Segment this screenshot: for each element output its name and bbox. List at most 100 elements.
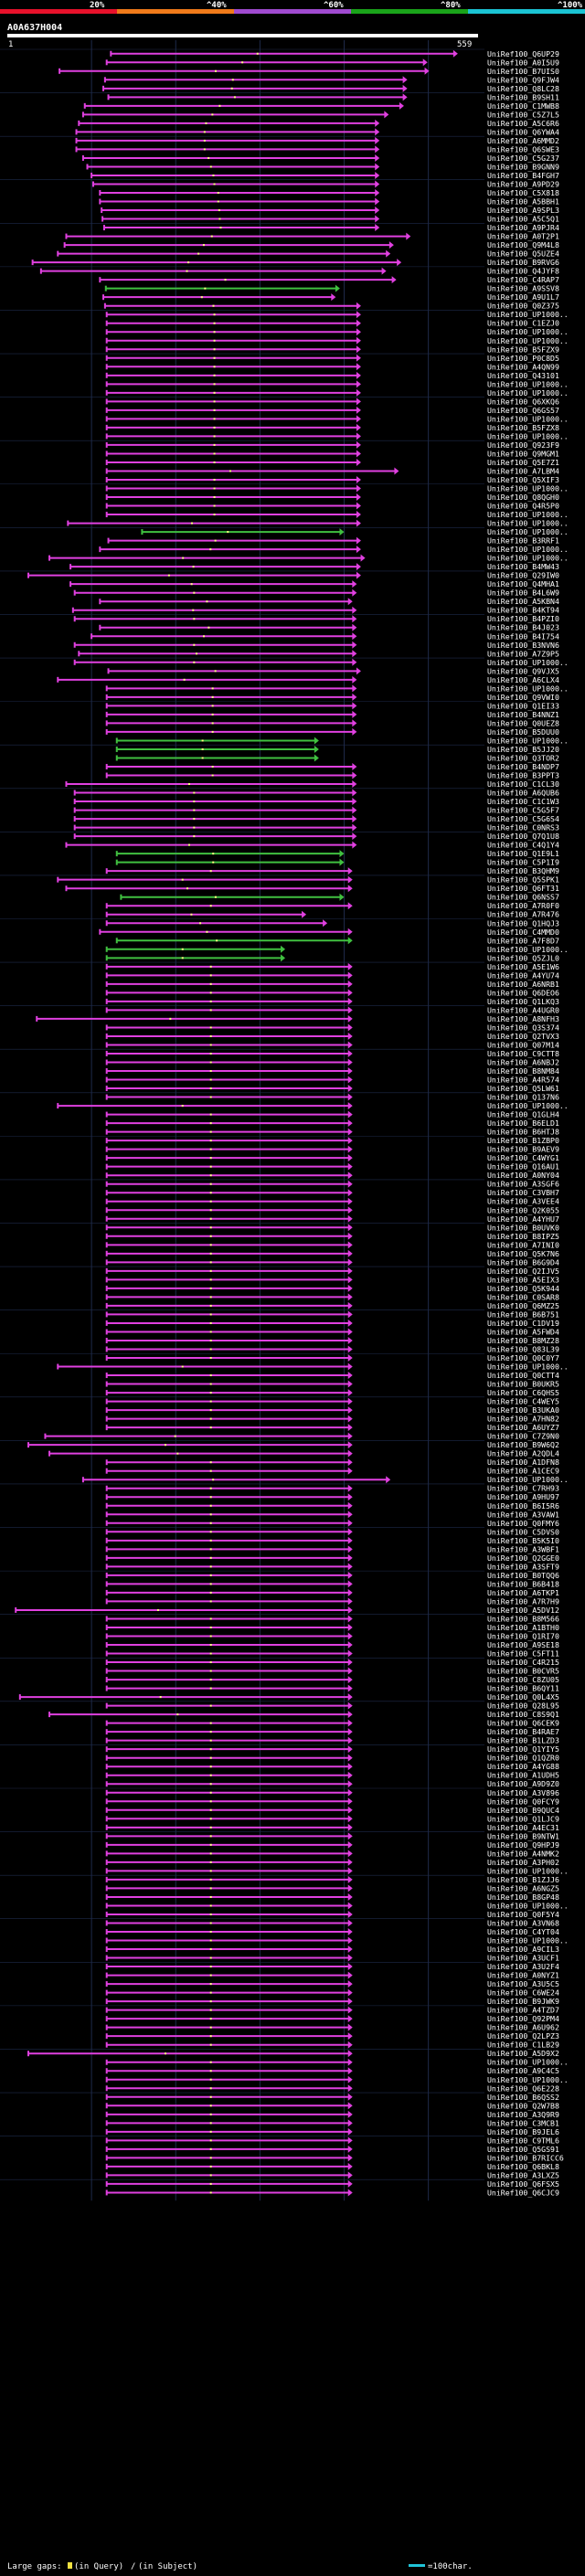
- hit-label[interactable]: UniRef100_Q8LC28: [487, 84, 559, 93]
- hit-label[interactable]: UniRef100_C3VBH7: [487, 1188, 559, 1197]
- hit-label[interactable]: UniRef100_A5E1W6: [487, 962, 559, 971]
- hit-label[interactable]: UniRef100_B8IPZ5: [487, 1232, 559, 1241]
- hit-row[interactable]: UniRef100_B1ZBP0: [105, 1136, 559, 1145]
- hit-row[interactable]: UniRef100_C8S9Q1: [48, 1710, 559, 1719]
- hit-row[interactable]: UniRef100_A9CIL3: [105, 1945, 559, 1954]
- hit-row[interactable]: UniRef100_B8MZ28: [105, 1336, 559, 1345]
- hit-row[interactable]: UniRef100_B4FGH7: [90, 171, 559, 180]
- hit-row[interactable]: UniRef100_Q5LW61: [105, 1084, 559, 1093]
- hit-label[interactable]: UniRef100_B3UKA0: [487, 1405, 559, 1415]
- hit-row[interactable]: UniRef100_A9PD29: [91, 179, 559, 188]
- hit-label[interactable]: UniRef100_B6QSS2: [487, 2093, 559, 2102]
- hit-label[interactable]: UniRef100_Q16AU1: [487, 1162, 559, 1171]
- hit-row[interactable]: UniRef100_C4RAP7: [99, 275, 559, 284]
- hit-row[interactable]: UniRef100_B3UKA0: [105, 1405, 559, 1415]
- hit-label[interactable]: UniRef100_A5D9X2: [487, 2049, 559, 2058]
- hit-row[interactable]: UniRef100_B6ELD1: [105, 1118, 559, 1128]
- hit-row[interactable]: UniRef100_Q1LKQ3: [105, 997, 559, 1006]
- hit-row[interactable]: UniRef100_C4MMD0: [99, 928, 559, 937]
- hit-label[interactable]: UniRef100_C5FT11: [487, 1649, 559, 1659]
- hit-label[interactable]: UniRef100_A9SE18: [487, 1640, 559, 1649]
- hit-row[interactable]: UniRef100_B9RVG6: [31, 258, 559, 267]
- hit-row[interactable]: UniRef100_Q923F9: [105, 440, 559, 450]
- hit-row[interactable]: UniRef100_B9W6Q2: [27, 1440, 559, 1449]
- hit-row[interactable]: UniRef100_B0TQQ6: [105, 1571, 559, 1580]
- hit-row[interactable]: UniRef100_B4PZI0: [73, 614, 559, 623]
- hit-row[interactable]: UniRef100_Q5ZJL0: [105, 953, 559, 962]
- hit-label[interactable]: UniRef100_A9PJR4: [487, 223, 559, 232]
- hit-row[interactable]: UniRef100_A4NMK2: [105, 1849, 559, 1858]
- hit-row[interactable]: UniRef100_A0NY04: [105, 1171, 559, 1180]
- hit-label[interactable]: UniRef100_P0C8D5: [487, 354, 559, 363]
- hit-row[interactable]: UniRef100_C5DVS0: [105, 1527, 559, 1536]
- hit-label[interactable]: UniRef100_A5EIX3: [487, 1275, 559, 1284]
- hit-label[interactable]: UniRef100_A4UGR0: [487, 1005, 559, 1014]
- hit-label[interactable]: UniRef100_Q5LW61: [487, 1084, 559, 1093]
- hit-row[interactable]: UniRef100_UP1000..: [115, 736, 569, 745]
- hit-label[interactable]: UniRef100_C1C1W3: [487, 797, 559, 806]
- hit-label[interactable]: UniRef100_C0NRS3: [487, 823, 559, 832]
- hit-label[interactable]: UniRef100_Q4R5P0: [487, 502, 559, 511]
- hit-label[interactable]: UniRef100_Q2K055: [487, 1205, 559, 1214]
- hit-label[interactable]: UniRef100_A1BTH0: [487, 1623, 559, 1632]
- hit-row[interactable]: UniRef100_Q6FT31: [65, 884, 559, 893]
- hit-row[interactable]: UniRef100_B6G9D4: [105, 1257, 559, 1267]
- hit-row[interactable]: UniRef100_A2QDL4: [48, 1449, 559, 1458]
- hit-row[interactable]: UniRef100_Q6BKL8: [105, 2162, 559, 2171]
- hit-label[interactable]: UniRef100_B6HTJ8: [487, 1128, 559, 1137]
- hit-label[interactable]: UniRef100_A1DFN8: [487, 1458, 559, 1467]
- hit-row[interactable]: UniRef100_A7INI0: [105, 1240, 559, 1249]
- hit-row[interactable]: UniRef100_B9JWK9: [105, 1997, 559, 2006]
- hit-row[interactable]: UniRef100_A7F8D7: [115, 936, 559, 945]
- hit-row[interactable]: UniRef100_C4R215: [105, 1658, 559, 1667]
- hit-label[interactable]: UniRef100_Q6YWA4: [487, 127, 559, 136]
- hit-row[interactable]: UniRef100_A6NBJ2: [105, 1057, 559, 1066]
- hit-label[interactable]: UniRef100_C4R215: [487, 1658, 559, 1667]
- hit-label[interactable]: UniRef100_Q2IJV5: [487, 1267, 559, 1276]
- hit-label[interactable]: UniRef100_A9SPL3: [487, 206, 559, 215]
- hit-label[interactable]: UniRef100_A6NRB1: [487, 980, 559, 989]
- hit-row[interactable]: UniRef100_A3UCF1: [105, 1954, 559, 1963]
- hit-row[interactable]: UniRef100_UP1000..: [105, 484, 569, 493]
- hit-row[interactable]: UniRef100_Q2W7B8: [105, 2101, 559, 2110]
- hit-row[interactable]: UniRef100_Q16AU1: [105, 1162, 559, 1171]
- hit-row[interactable]: UniRef100_B1ZJJ6: [105, 1875, 559, 1884]
- hit-row[interactable]: UniRef100_Q6DEO6: [105, 988, 559, 997]
- hit-row[interactable]: UniRef100_UP1000..: [48, 554, 569, 563]
- hit-row[interactable]: UniRef100_Q6YWA4: [75, 127, 559, 136]
- hit-row[interactable]: UniRef100_C3MCB1: [105, 2118, 559, 2127]
- hit-row[interactable]: UniRef100_UP1000..: [105, 414, 569, 423]
- hit-label[interactable]: UniRef100_B1LZD3: [487, 1736, 559, 1745]
- hit-row[interactable]: UniRef100_A7HN82: [105, 1415, 559, 1424]
- hit-row[interactable]: UniRef100_Q9HPJ9: [105, 1840, 559, 1850]
- hit-row[interactable]: UniRef100_C4Q1Y4: [65, 841, 559, 850]
- hit-label[interactable]: UniRef100_A6QUB6: [487, 789, 559, 798]
- hit-label[interactable]: UniRef100_B3QHM9: [487, 866, 559, 875]
- hit-label[interactable]: UniRef100_B9RVG6: [487, 258, 559, 267]
- hit-row[interactable]: UniRef100_A6NRB1: [105, 980, 559, 989]
- hit-label[interactable]: UniRef100_A6CLX4: [487, 675, 559, 684]
- hit-row[interactable]: UniRef100_B4J023: [99, 623, 559, 632]
- hit-row[interactable]: UniRef100_A5D9X2: [27, 2049, 559, 2058]
- hit-label[interactable]: UniRef100_Q6E228: [487, 2083, 559, 2093]
- hit-row[interactable]: UniRef100_B3QHM9: [105, 866, 559, 875]
- hit-label[interactable]: UniRef100_A3U5C5: [487, 1979, 559, 1988]
- hit-label[interactable]: UniRef100_UP1000..: [487, 684, 569, 693]
- hit-label[interactable]: UniRef100_A0I5U9: [487, 58, 559, 67]
- hit-label[interactable]: UniRef100_Q923F9: [487, 440, 559, 450]
- hit-row[interactable]: UniRef100_UP1000..: [73, 658, 569, 667]
- hit-label[interactable]: UniRef100_A3VEE4: [487, 1197, 559, 1206]
- hit-row[interactable]: UniRef100_Q1YIY5: [105, 1744, 559, 1754]
- hit-label[interactable]: UniRef100_B9JEL6: [487, 2127, 559, 2136]
- hit-row[interactable]: UniRef100_B3PPT3: [105, 771, 559, 780]
- hit-label[interactable]: UniRef100_Q1QZR0: [487, 1754, 559, 1763]
- hit-label[interactable]: UniRef100_UP1000..: [487, 310, 569, 319]
- hit-row[interactable]: UniRef100_B3RRF1: [107, 536, 559, 546]
- hit-label[interactable]: UniRef100_UP1000..: [487, 414, 569, 423]
- hit-row[interactable]: UniRef100_Q6UP29: [110, 49, 559, 58]
- hit-label[interactable]: UniRef100_C0SAR8: [487, 1292, 559, 1301]
- hit-row[interactable]: UniRef100_B4I754: [90, 631, 559, 641]
- hit-label[interactable]: UniRef100_Q5XIF3: [487, 475, 559, 484]
- hit-label[interactable]: UniRef100_Q6SWE3: [487, 144, 559, 154]
- hit-label[interactable]: UniRef100_Q5UZE4: [487, 249, 559, 259]
